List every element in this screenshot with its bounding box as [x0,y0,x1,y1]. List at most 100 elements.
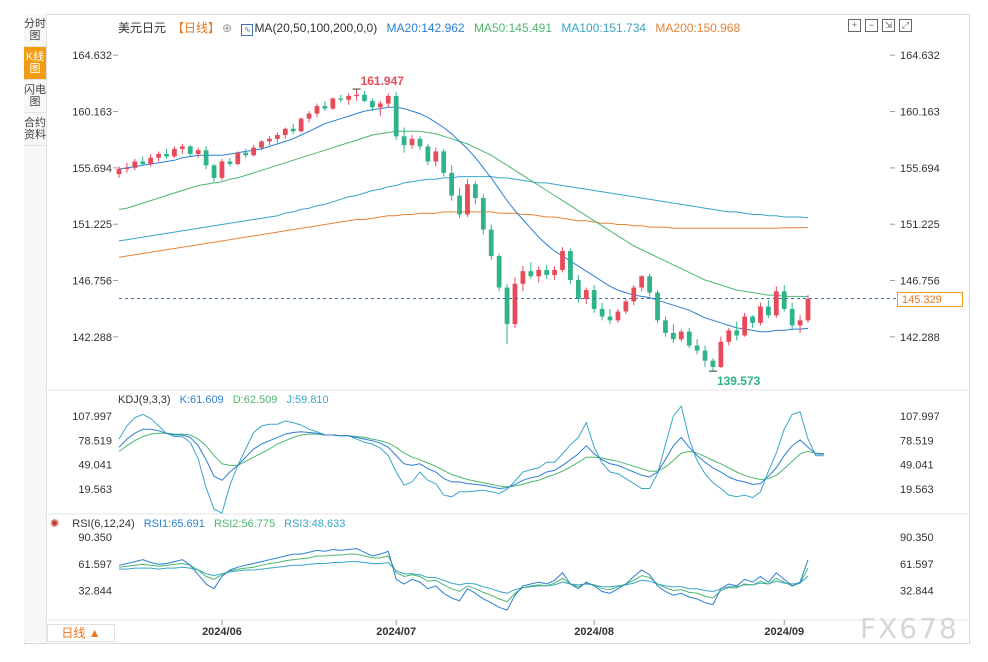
ma-settings-icon[interactable]: ∿ [241,24,254,36]
candle-body [718,341,724,367]
candle-body [726,330,732,342]
candle-body [219,161,225,178]
candle-body [377,103,383,108]
chart-toolbar: + − ⇲ ⤢ [848,19,912,32]
fullscreen-icon[interactable]: ⤢ [899,19,912,32]
candle-body [417,138,423,147]
kdj-tick-label-left: 19.563 [78,484,112,496]
zoom-in-icon[interactable]: + [848,19,861,32]
tab-flash[interactable]: 闪电图 [24,80,46,113]
side-tab-bar: 分时图 K线图 闪电图 合约资料 [24,14,47,642]
candle-body [480,198,486,230]
candle-body [243,152,249,156]
candle-body [306,113,312,119]
ma50-line [118,130,809,297]
candle-body [393,95,399,137]
candle-body [211,165,217,178]
kdj-j-line [118,404,824,514]
candle-body [259,141,264,148]
kdj-d-value: D:62.509 [232,394,278,406]
candle-body [528,271,534,277]
ma20-line [118,106,809,333]
candle-body [781,291,787,309]
period-tag[interactable]: 【日线】 [172,21,221,35]
candle-body [568,251,573,280]
settings-icon[interactable]: ✺ [50,518,60,530]
y-tick-label-right: 164.632 [900,50,940,62]
chart-frame [24,14,970,644]
candle-body [655,292,660,321]
candle-body [282,128,288,136]
y-tick-label-left: 164.632 [72,50,112,62]
candle-body [583,290,589,299]
candle-body [290,128,296,132]
symbol-name: 美元日元 [118,21,167,35]
rsi-legend: ✺ RSI(6,12,24) RSI1:65.691 RSI2:56.775 R… [50,517,351,530]
candle-body [607,316,613,321]
kdj-k-value: K:61.609 [179,394,224,406]
tab-contract-info[interactable]: 合约资料 [24,113,46,146]
candle-body [148,157,154,165]
y-tick-label-right: 142.288 [900,332,940,344]
ma100-line [118,176,809,242]
candle-body [457,195,462,215]
rsi-tick-label-right: 32.844 [900,586,934,598]
y-tick-label-left: 146.756 [72,276,112,288]
candle-body [409,138,415,146]
rsi2-line [118,553,809,603]
candle-body [267,138,272,142]
tab-timeshare[interactable]: 分时图 [24,14,46,47]
x-tick-label: 2024/06 [202,626,242,638]
candle-body [496,256,502,288]
kdj-tick-label-right: 107.997 [900,411,940,423]
candle-body [140,161,146,165]
candle-body [504,287,510,325]
candle-body [544,269,550,275]
candle-body [599,308,605,317]
rsi-tick-label-left: 90.350 [78,532,112,544]
candle-body [647,276,652,293]
candle-body [346,95,352,100]
kdj-d-line [118,432,824,488]
zoom-out-icon[interactable]: − [865,19,878,32]
ma20-value: MA20:142.962 [386,21,465,35]
candle-body [227,161,233,165]
kdj-tick-label-right: 19.563 [900,484,934,496]
candle-body [773,291,779,316]
candle-body [172,148,177,157]
high-annotation: 161.947 [361,74,405,88]
candle-body [433,151,439,162]
candle-body [789,308,795,326]
candle-body [560,251,565,270]
kdj-k-line [118,428,824,490]
target-icon[interactable]: ⊕ [222,21,233,35]
candle-body [750,316,755,323]
candle-body [449,172,454,196]
candle-body [670,332,676,340]
rsi1-value: RSI1:65.691 [143,518,205,530]
tab-kline[interactable]: K线图 [24,47,46,80]
kdj-tick-label-left: 107.997 [72,411,112,423]
candle-body [805,298,811,321]
kdj-legend: KDJ(9,3,3) K:61.609 D:62.509 J:59.810 [118,394,335,406]
candle-body [116,169,122,175]
x-tick-label: 2024/09 [764,626,804,638]
y-tick-label-left: 151.225 [72,219,112,231]
ma100-value: MA100:151.734 [561,21,647,35]
candle-body [639,276,645,288]
rsi3-value: RSI3:48.633 [284,518,346,530]
candle-body [187,146,193,154]
candle-body [156,153,161,158]
candle-body [758,306,763,323]
period-selector-button[interactable]: 日线 ▲ [47,624,115,642]
kdj-tick-label-left: 78.519 [78,435,112,447]
candle-body [623,301,629,312]
candle-body [686,331,692,346]
candle-body [694,345,700,351]
candle-body [425,146,431,162]
candle-body [678,331,684,340]
rsi-tick-label-right: 90.350 [900,532,934,544]
chart-header: 美元日元 【日线】 ⊕ ∿ MA(20,50,100,200,0,0) MA20:14… [118,19,746,36]
shrink-icon[interactable]: ⇲ [882,19,895,32]
